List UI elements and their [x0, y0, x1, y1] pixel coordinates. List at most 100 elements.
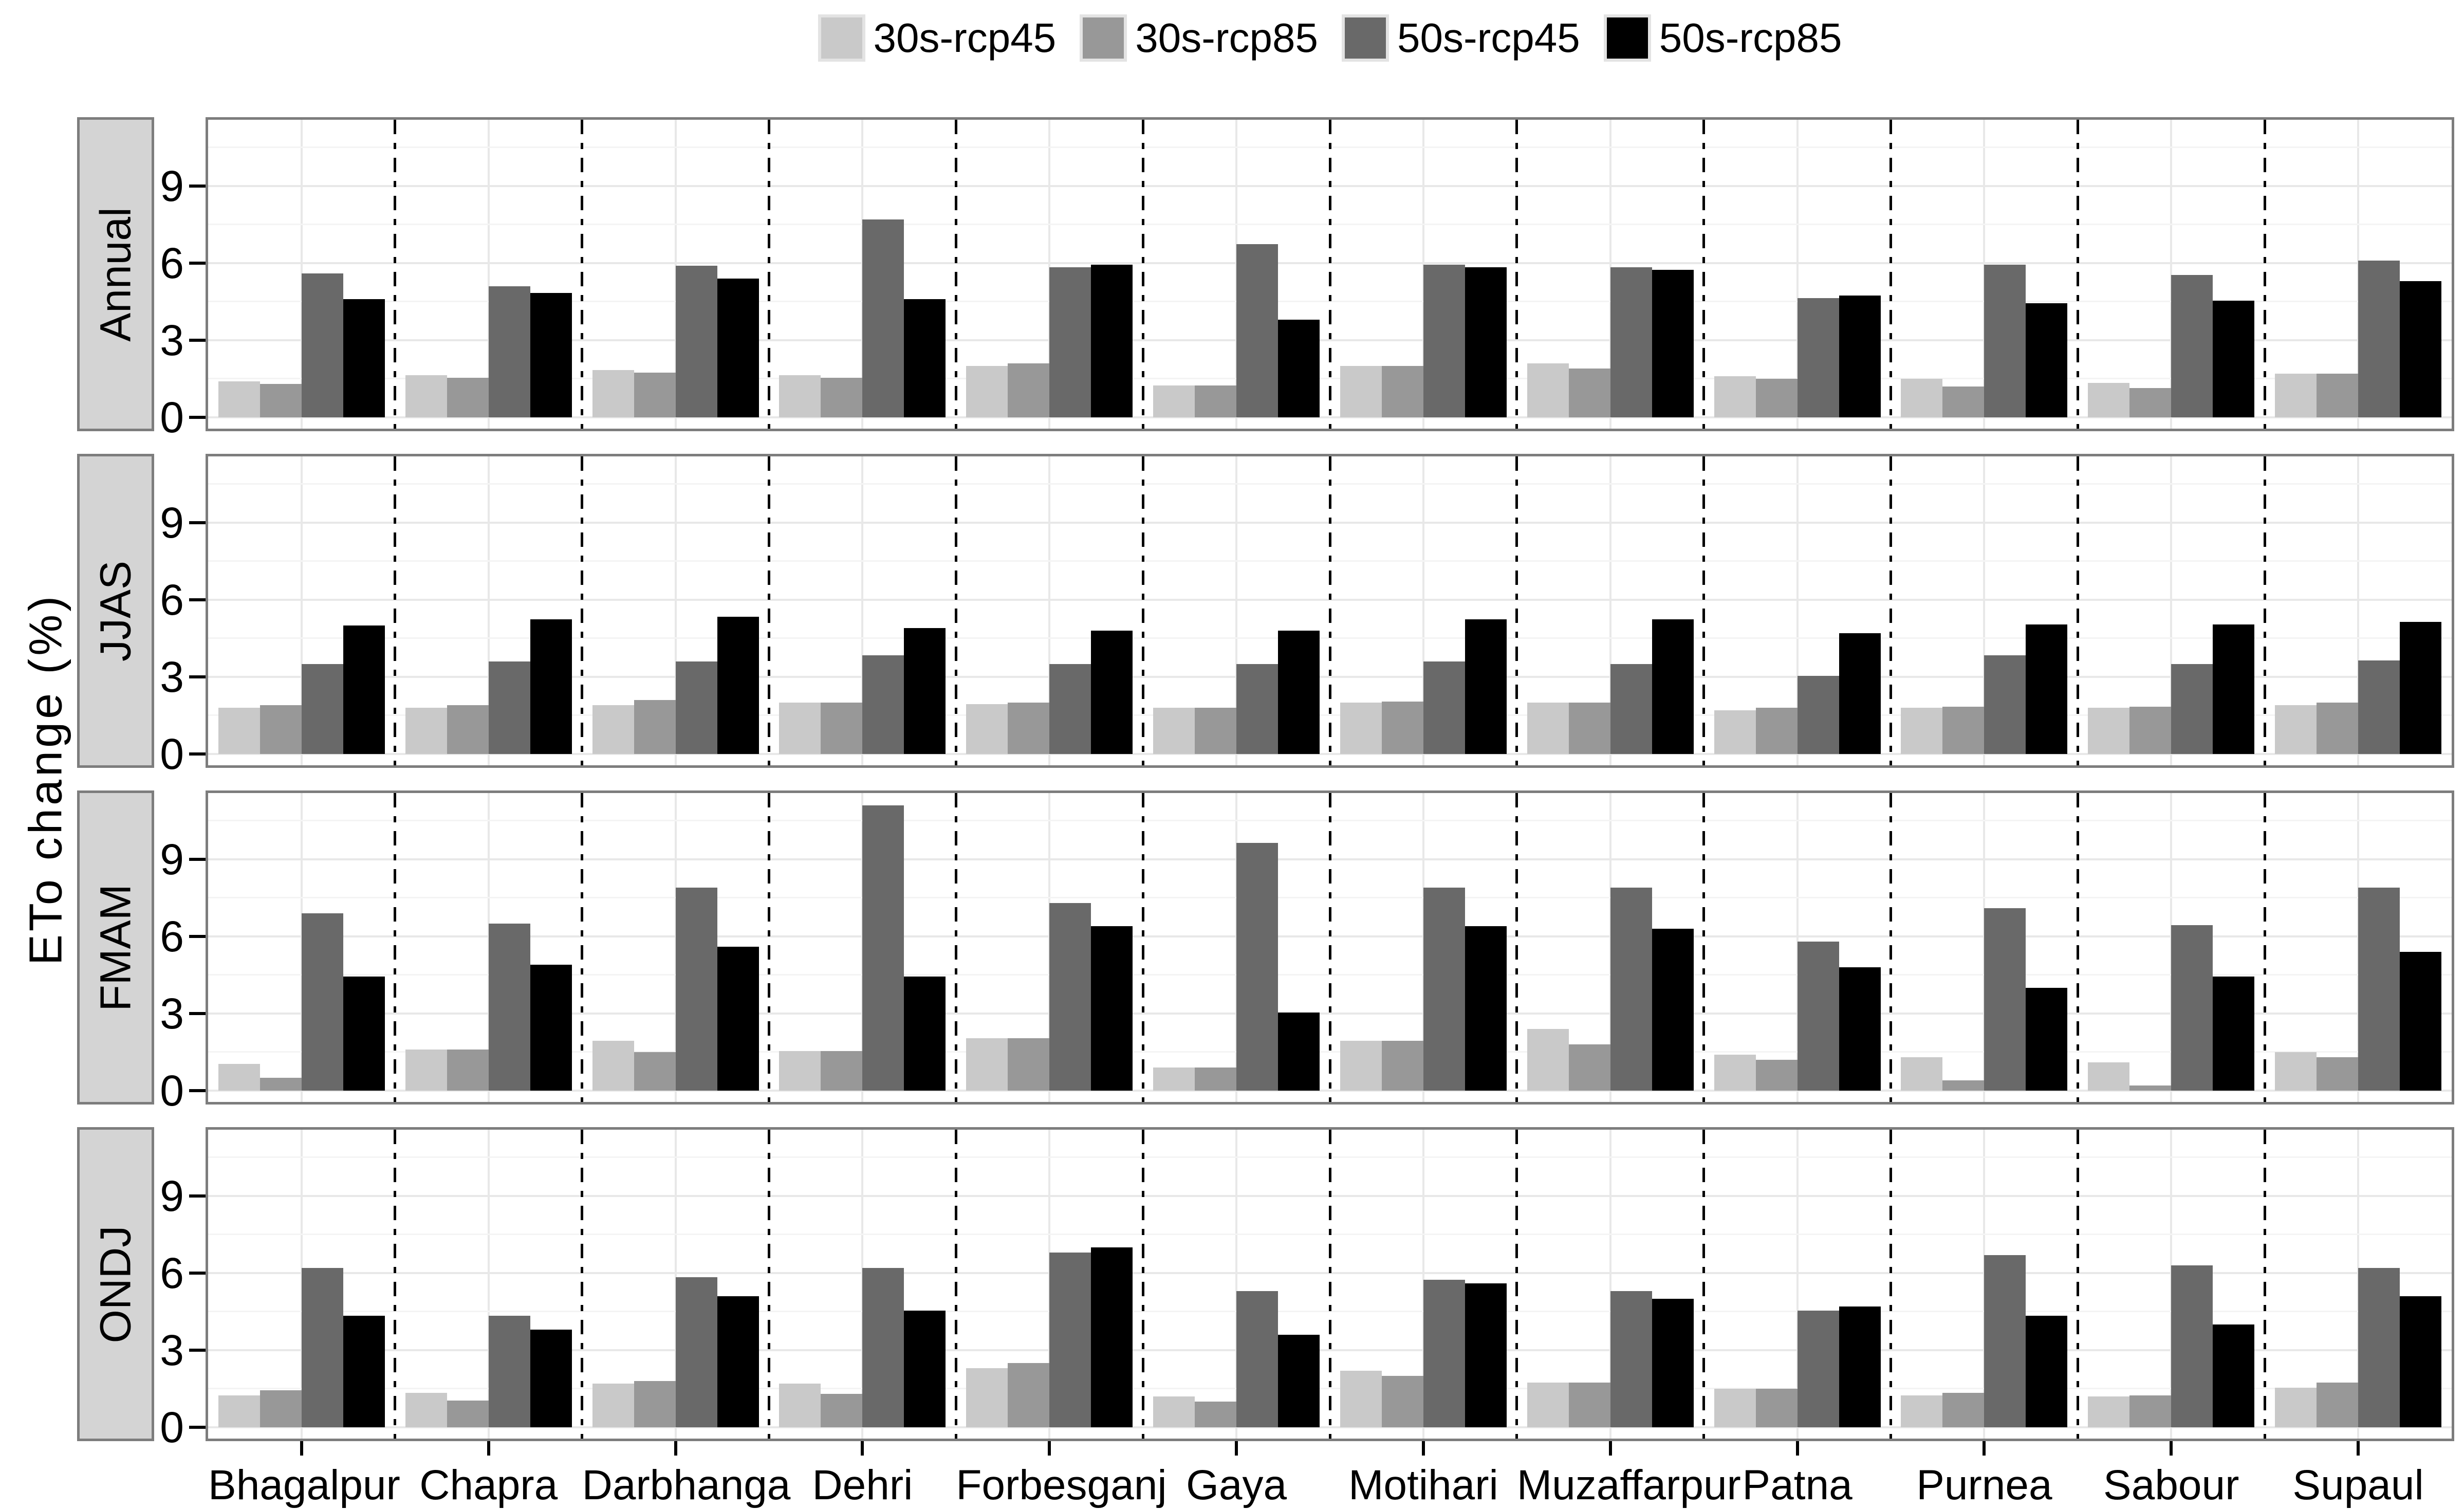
bar-30s-rcp45-Supaul	[2275, 1052, 2317, 1091]
city-separator	[2263, 120, 2266, 429]
panel-fmam	[206, 790, 2454, 1105]
x-tick	[674, 1441, 677, 1456]
bar-30s-rcp85-Purnea	[1942, 1080, 1985, 1091]
bar-30s-rcp85-Muzaffarpur	[1568, 1044, 1610, 1091]
bar-30s-rcp85-Darbhanga	[634, 1052, 676, 1091]
facet-strip-ondj: ONDJ	[77, 1127, 154, 1441]
bar-50s-rcp85-Motihari	[1465, 619, 1507, 754]
bar-30s-rcp45-Gaya	[1153, 1068, 1195, 1091]
bar-50s-rcp45-Muzaffarpur	[1610, 267, 1652, 417]
city-separator	[768, 793, 770, 1102]
city-separator	[1515, 1130, 1518, 1439]
bar-30s-rcp85-Supaul	[2317, 1057, 2359, 1091]
y-tick-label: 3	[160, 653, 184, 701]
bar-50s-rcp85-Darbhanga	[717, 947, 759, 1091]
bar-50s-rcp85-Muzaffarpur	[1652, 619, 1694, 754]
gridline-vertical	[1235, 456, 1238, 765]
bar-50s-rcp85-Purnea	[2026, 303, 2068, 417]
city-separator	[1141, 793, 1144, 1102]
bar-50s-rcp45-Forbesganj	[1049, 267, 1091, 417]
bar-30s-rcp45-Muzaffarpur	[1527, 1029, 1569, 1091]
bar-50s-rcp45-Darbhanga	[675, 888, 717, 1091]
bar-50s-rcp45-Dehri	[862, 805, 904, 1091]
bar-30s-rcp45-Gaya	[1153, 708, 1195, 754]
panel-annual	[206, 117, 2454, 431]
city-separator	[1328, 120, 1331, 429]
bar-30s-rcp45-Forbesganj	[966, 704, 1008, 754]
gridline-vertical	[1796, 1130, 1799, 1439]
x-category-label: Muzaffarpur	[1516, 1462, 1741, 1508]
bar-30s-rcp45-Darbhanga	[592, 1384, 634, 1427]
bar-30s-rcp85-Patna	[1755, 1060, 1798, 1091]
bar-30s-rcp45-Darbhanga	[592, 1040, 634, 1091]
bar-30s-rcp85-Gaya	[1195, 385, 1237, 417]
y-tick-label: 3	[160, 316, 184, 364]
x-category-label: Patna	[1742, 1462, 1852, 1508]
bar-30s-rcp85-Chapra	[447, 1400, 489, 1427]
bar-30s-rcp45-Supaul	[2275, 374, 2317, 417]
bar-30s-rcp85-Supaul	[2317, 1382, 2359, 1427]
y-tick-label: 0	[160, 393, 184, 441]
bar-30s-rcp85-Bhagalpur	[260, 705, 302, 754]
bar-30s-rcp45-Muzaffarpur	[1527, 363, 1569, 417]
legend-item: 30s-rcp45	[818, 14, 1056, 62]
gridline-vertical	[2357, 456, 2360, 765]
bar-30s-rcp85-Bhagalpur	[260, 384, 302, 417]
bar-50s-rcp45-Sabour	[2171, 274, 2213, 417]
legend-key-swatch	[1603, 14, 1651, 62]
bar-30s-rcp85-Purnea	[1942, 387, 1985, 417]
bar-50s-rcp45-Sabour	[2171, 925, 2213, 1091]
bar-50s-rcp45-Sabour	[2171, 664, 2213, 754]
bar-50s-rcp85-Bhagalpur	[343, 299, 385, 417]
city-separator	[394, 793, 397, 1102]
bar-50s-rcp85-Dehri	[904, 628, 946, 754]
y-tick-label: 0	[160, 730, 184, 778]
bar-30s-rcp45-Dehri	[779, 703, 821, 754]
gridline-vertical	[1609, 456, 1611, 765]
bar-30s-rcp85-Muzaffarpur	[1568, 1382, 1610, 1427]
bar-50s-rcp85-Dehri	[904, 1310, 946, 1427]
y-tick-label: 6	[160, 912, 184, 961]
city-separator	[2076, 793, 2079, 1102]
bar-30s-rcp45-Dehri	[779, 375, 821, 417]
bar-30s-rcp85-Purnea	[1942, 1392, 1985, 1427]
bar-50s-rcp45-Chapra	[488, 1315, 530, 1427]
bar-30s-rcp85-Supaul	[2317, 703, 2359, 754]
bar-50s-rcp85-Muzaffarpur	[1652, 929, 1694, 1091]
legend: 30s-rcp45 30s-rcp85 50s-rcp45 50s-rcp85	[206, 9, 2454, 67]
y-tick	[189, 339, 206, 342]
bar-30s-rcp45-Motihari	[1340, 366, 1382, 417]
bar-50s-rcp85-Purnea	[2026, 1315, 2068, 1427]
bar-50s-rcp85-Forbesganj	[1091, 264, 1133, 417]
bar-50s-rcp45-Purnea	[1984, 1255, 2026, 1427]
gridline-vertical	[2170, 120, 2173, 429]
city-separator	[768, 120, 770, 429]
bar-50s-rcp85-Dehri	[904, 976, 946, 1091]
bar-50s-rcp85-Bhagalpur	[343, 976, 385, 1091]
city-separator	[1141, 1130, 1144, 1439]
city-separator	[581, 120, 584, 429]
bar-30s-rcp45-Motihari	[1340, 1371, 1382, 1427]
bar-30s-rcp85-Motihari	[1381, 1376, 1423, 1427]
bar-50s-rcp45-Chapra	[488, 286, 530, 417]
bar-30s-rcp45-Forbesganj	[966, 1368, 1008, 1427]
gridline-vertical	[487, 120, 490, 429]
bar-30s-rcp85-Sabour	[2129, 388, 2172, 417]
bar-50s-rcp45-Chapra	[488, 661, 530, 754]
bar-30s-rcp45-Bhagalpur	[218, 1063, 260, 1091]
y-tick-label: 9	[160, 1172, 184, 1220]
panel-jjas	[206, 454, 2454, 768]
legend-label: 50s-rcp85	[1659, 15, 1842, 61]
bar-30s-rcp45-Dehri	[779, 1384, 821, 1427]
x-category-label: Supaul	[2292, 1462, 2424, 1508]
facet-strip-jjas: JJAS	[77, 454, 154, 768]
gridline-vertical	[1983, 456, 1986, 765]
bar-30s-rcp85-Muzaffarpur	[1568, 703, 1610, 754]
bar-50s-rcp45-Forbesganj	[1049, 1253, 1091, 1427]
x-tick	[861, 1441, 864, 1456]
x-tick	[2357, 1441, 2360, 1456]
bar-50s-rcp85-Sabour	[2213, 1324, 2255, 1427]
y-tick	[189, 1012, 206, 1015]
y-tick-label: 0	[160, 1066, 184, 1115]
y-tick	[189, 752, 206, 756]
